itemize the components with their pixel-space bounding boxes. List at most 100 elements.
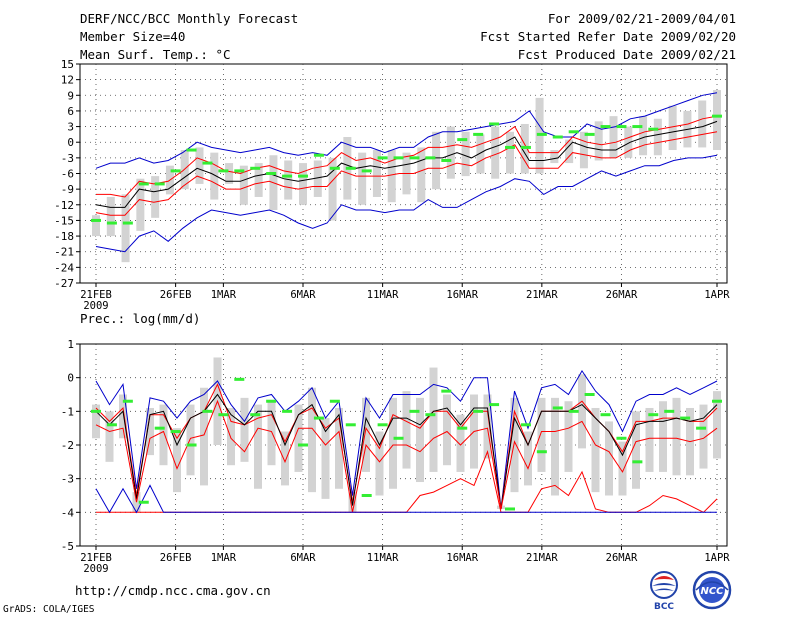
prec-spread-box: [146, 407, 154, 456]
prec-ytick-label: -2: [61, 439, 74, 452]
temp-ytick-label: 15: [61, 58, 74, 71]
temp-series-q1: [95, 131, 718, 216]
prec-spread-box: [564, 401, 573, 472]
temp-ytick-label: -18: [54, 230, 74, 243]
temp-ytick-label: -12: [54, 199, 74, 212]
prec-spread-box: [375, 431, 384, 496]
temp-spread-box: [121, 194, 130, 263]
prec-xtick-label: 1MAR: [211, 552, 237, 564]
temp-ytick-label: 0: [67, 136, 74, 149]
prec-spread-box: [605, 421, 613, 496]
forecast-period: For 2009/02/21-2009/04/01: [547, 11, 736, 26]
temp-ytick-label: 12: [61, 74, 74, 87]
temp-spread-box: [284, 160, 293, 200]
temp-xtick-label: 1APR: [704, 289, 730, 301]
prec-spread-box: [645, 407, 654, 472]
prec-spread-box: [389, 397, 397, 489]
temp-spread-box: [151, 176, 160, 218]
temp-xtick-label: 26FEB: [160, 289, 192, 301]
prec-spread-box: [159, 404, 168, 466]
temp-ytick-label: -21: [54, 246, 74, 259]
prec-spread-box: [578, 374, 586, 449]
temp-xtick-label: 26MAR: [606, 289, 638, 301]
chart-title: DERF/NCC/BCC Monthly Forecast: [80, 11, 299, 26]
temp-spread-box: [372, 150, 381, 197]
temp-spread-box: [210, 152, 219, 200]
prec-spread-box: [294, 404, 303, 472]
temp-spread-box: [106, 196, 115, 237]
prec-spread-box: [416, 397, 424, 483]
temp-spread-box: [432, 131, 441, 190]
temp-xtick-label: 1MAR: [211, 289, 237, 301]
temp-spread-box: [299, 163, 307, 205]
temp-spread-box: [713, 90, 721, 151]
temp-ytick-label: -27: [54, 277, 74, 290]
fcst-started-date: Fcst Started Refer Date 2009/02/20: [480, 29, 736, 44]
prec-spread-box: [254, 404, 262, 489]
prec-xtick-label: 1APR: [704, 552, 730, 564]
temp-spread-box: [358, 152, 367, 205]
prec-spread-box: [402, 391, 411, 469]
prec-spread-box: [321, 418, 330, 499]
bcc-logo: BCC: [650, 571, 678, 612]
prec-series-mean: [95, 393, 718, 510]
prec-spread-box: [267, 401, 276, 466]
temp-spread-box: [136, 178, 145, 231]
prec-spread-box: [443, 394, 451, 466]
prec-spread-box: [699, 404, 708, 469]
temp-ytick-label: -3: [61, 152, 74, 165]
prec-xtick-label: 21FEB: [80, 552, 112, 564]
prec-spread-box: [632, 411, 640, 489]
temp-spread-box: [461, 131, 470, 177]
temp-series-q3: [96, 115, 718, 198]
temp-spread-box: [491, 126, 500, 179]
source-url[interactable]: http://cmdp.ncc.cma.gov.cn: [75, 583, 271, 598]
temp-spread-box: [579, 131, 588, 169]
prec-xtick-label: 16MAR: [446, 552, 478, 564]
temp-xtick-label: 16MAR: [446, 289, 478, 301]
prec-spread-box: [281, 431, 289, 486]
prec-xtick-sublabel: 2009: [83, 563, 108, 575]
temp-spread-box: [417, 147, 426, 203]
temp-spread-box: [609, 116, 618, 158]
prec-spread-box: [92, 404, 100, 439]
temp-ytick-label: -15: [54, 214, 74, 227]
prec-ytick-label: -1: [61, 405, 74, 418]
prec-ytick-label: 0: [67, 372, 74, 385]
prec-spread-box: [335, 407, 343, 489]
prec-spread-box: [429, 367, 438, 472]
temp-series-min: [95, 154, 718, 253]
temp-spread-box: [313, 160, 322, 197]
prec-xtick-label: 26FEB: [160, 552, 192, 564]
temp-ytick-label: -24: [54, 261, 74, 274]
prec-spread-box: [510, 397, 519, 493]
prec-spread-box: [713, 391, 721, 459]
prec-spread-box: [200, 387, 208, 486]
prec-spread-box: [551, 397, 559, 496]
prec-xtick-label: 21MAR: [526, 552, 558, 564]
prec-ytick-label: -3: [61, 473, 74, 486]
prec-spread-box: [186, 404, 195, 476]
prec-series-max: [95, 369, 718, 510]
prec-xtick-label: 26MAR: [606, 552, 638, 564]
temp-series-mean: [95, 120, 718, 208]
prec-spread-box: [119, 394, 127, 439]
prec-spread-box: [659, 401, 667, 472]
ncc-logo-text: NCC: [700, 586, 724, 597]
prec-spread-box: [240, 397, 249, 462]
temp-spread-box: [239, 165, 248, 205]
temp-spread-box: [328, 157, 337, 221]
temp-spread-box: [594, 121, 603, 161]
prec-spread-box: [362, 397, 370, 472]
temp-series-max: [95, 92, 718, 169]
prec-spread-box: [173, 428, 181, 493]
temp-ytick-label: -9: [61, 183, 74, 196]
prec-ytick-label: -4: [61, 506, 75, 519]
prec-series-q1: [95, 399, 718, 513]
temp-spread-box: [624, 126, 633, 158]
temp-spread-box: [565, 139, 574, 164]
prec-ytick-label: 1: [67, 338, 74, 351]
prec-spread-box: [456, 414, 465, 472]
temp-spread-box: [506, 131, 514, 174]
member-size: Member Size=40: [80, 29, 186, 44]
